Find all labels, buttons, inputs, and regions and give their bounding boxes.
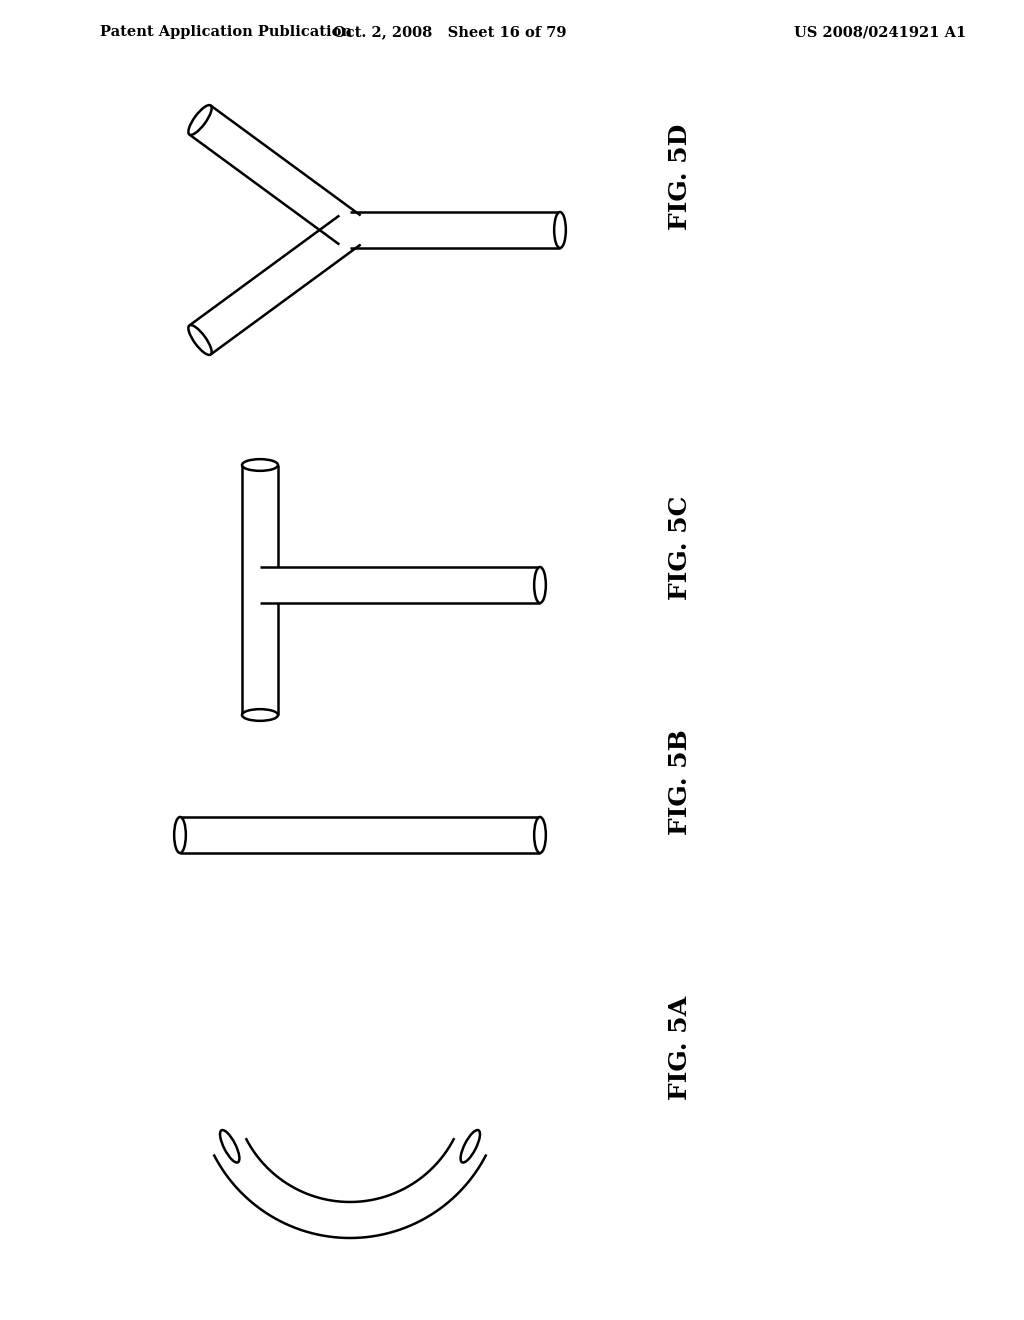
Polygon shape (242, 465, 278, 715)
Text: FIG. 5A: FIG. 5A (668, 995, 692, 1100)
Text: Patent Application Publication: Patent Application Publication (100, 25, 352, 40)
Ellipse shape (188, 325, 212, 355)
Ellipse shape (461, 1130, 480, 1163)
Text: FIG. 5D: FIG. 5D (668, 124, 692, 230)
Text: US 2008/0241921 A1: US 2008/0241921 A1 (794, 25, 966, 40)
Polygon shape (180, 817, 540, 853)
Circle shape (341, 220, 359, 239)
Polygon shape (350, 213, 560, 248)
Text: Oct. 2, 2008   Sheet 16 of 79: Oct. 2, 2008 Sheet 16 of 79 (333, 25, 566, 40)
Polygon shape (189, 106, 360, 244)
Ellipse shape (535, 817, 546, 853)
Ellipse shape (242, 709, 278, 721)
Polygon shape (189, 215, 360, 355)
Ellipse shape (220, 1130, 240, 1163)
Polygon shape (260, 568, 540, 603)
Ellipse shape (174, 817, 185, 853)
Polygon shape (214, 1138, 486, 1238)
Text: FIG. 5B: FIG. 5B (668, 729, 692, 836)
Text: FIG. 5C: FIG. 5C (668, 495, 692, 601)
Ellipse shape (242, 459, 278, 471)
Ellipse shape (554, 213, 566, 248)
Ellipse shape (535, 568, 546, 603)
Ellipse shape (188, 106, 212, 135)
